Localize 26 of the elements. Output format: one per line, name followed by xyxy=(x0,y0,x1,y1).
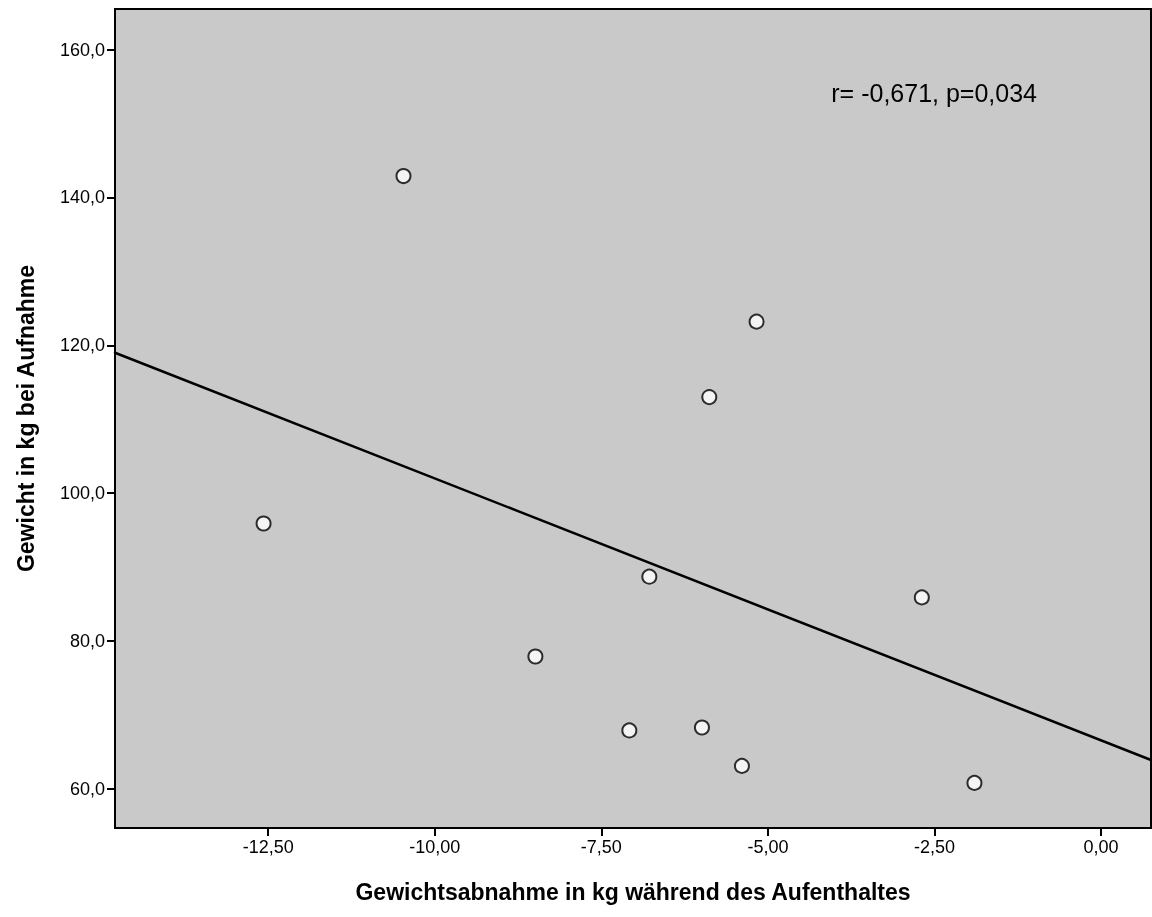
x-tick-label: -10,00 xyxy=(409,837,461,857)
y-axis-title: Gewicht in kg bei Aufnahme xyxy=(12,264,39,573)
y-tick-label: 60,0 xyxy=(69,778,105,799)
x-axis-title: Gewichtsabnahme in kg während des Aufenthaltes xyxy=(355,878,911,905)
y-tick-label: 100,0 xyxy=(59,483,105,504)
point xyxy=(395,168,412,185)
y-tick-label: 120,0 xyxy=(59,335,105,356)
x-tick-label: 0,00 xyxy=(1083,837,1119,857)
point xyxy=(641,568,658,585)
point xyxy=(966,774,983,791)
annotation: r= -0,671, p=0,034 xyxy=(831,78,1038,107)
point xyxy=(748,313,765,330)
point xyxy=(733,757,750,774)
x-tick-label: -7,50 xyxy=(580,837,622,857)
y-tick-label: 140,0 xyxy=(59,187,105,208)
point xyxy=(693,719,710,736)
x-tick-label: -5,00 xyxy=(747,837,789,857)
point xyxy=(527,648,544,665)
point xyxy=(913,589,930,606)
y-tick-label: 80,0 xyxy=(69,630,105,651)
point xyxy=(255,515,272,532)
point xyxy=(621,722,638,739)
x-tick-label: -2,50 xyxy=(913,837,955,857)
y-tick-label: 160,0 xyxy=(59,39,105,60)
point xyxy=(701,389,718,406)
x-tick-label: -12,50 xyxy=(242,837,294,857)
